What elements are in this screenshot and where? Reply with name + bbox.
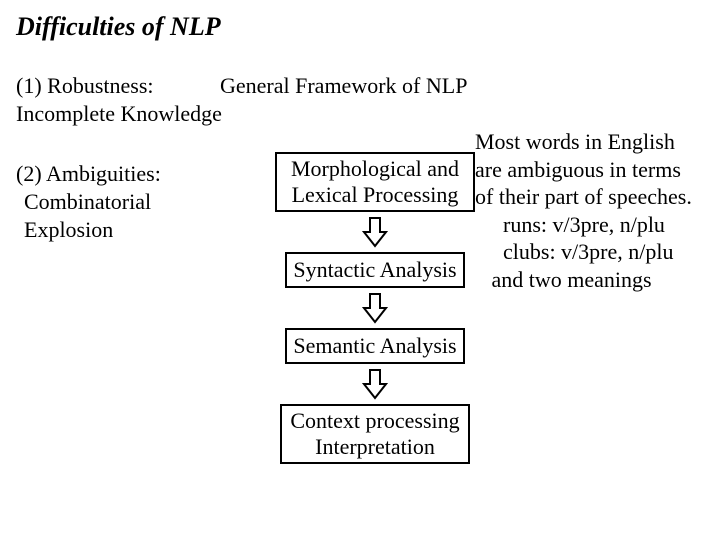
arrow-1-icon bbox=[362, 216, 388, 248]
framework-heading: General Framework of NLP bbox=[220, 72, 467, 100]
right-line-5: clubs: v/3pre, n/plu bbox=[475, 238, 692, 266]
arrow-2-icon bbox=[362, 292, 388, 324]
box-context-label: Context processing Interpretation bbox=[290, 408, 459, 461]
difficulty-2-body: Combinatorial Explosion bbox=[24, 188, 151, 243]
right-line-1: Most words in English bbox=[475, 128, 692, 156]
arrow-3-icon bbox=[362, 368, 388, 400]
difficulty-2-head: (2) Ambiguities: bbox=[16, 160, 161, 188]
right-line-3: of their part of speeches. bbox=[475, 183, 692, 211]
box-morphological: Morphological and Lexical Processing bbox=[275, 152, 475, 212]
box-syntactic-label: Syntactic Analysis bbox=[293, 257, 456, 283]
right-line-6: and two meanings bbox=[475, 266, 692, 294]
box-semantic-label: Semantic Analysis bbox=[293, 333, 456, 359]
page-title: Difficulties of NLP bbox=[16, 12, 221, 42]
box-syntactic: Syntactic Analysis bbox=[285, 252, 465, 288]
box-morphological-label: Morphological and Lexical Processing bbox=[291, 156, 459, 209]
difficulty-1-head: (1) Robustness: bbox=[16, 72, 154, 100]
box-context: Context processing Interpretation bbox=[280, 404, 470, 464]
difficulty-1-body: Incomplete Knowledge bbox=[16, 100, 222, 128]
box-semantic: Semantic Analysis bbox=[285, 328, 465, 364]
right-note: Most words in English are ambiguous in t… bbox=[475, 128, 692, 293]
right-line-2: are ambiguous in terms bbox=[475, 156, 692, 184]
right-line-4: runs: v/3pre, n/plu bbox=[475, 211, 692, 239]
